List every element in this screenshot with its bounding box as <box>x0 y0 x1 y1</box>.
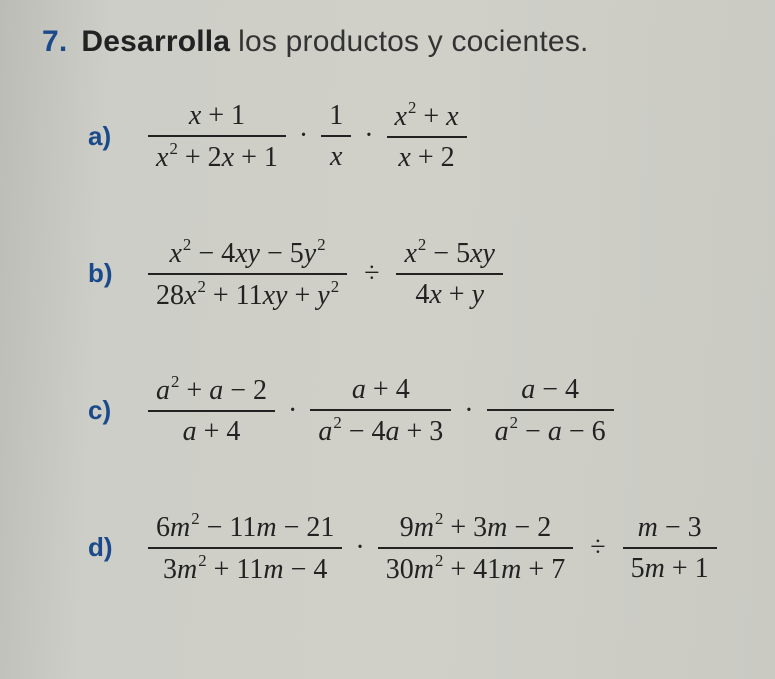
multiply-dot: · <box>286 397 299 425</box>
denominator: a + 4 <box>148 412 275 451</box>
multiply-dot: · <box>297 122 310 150</box>
fraction: x2 − 4xy − 5y2 28x2 + 11xy + y2 <box>148 233 347 315</box>
numerator: 6m2 − 11m − 21 <box>148 507 342 549</box>
division-sign: ÷ <box>358 258 385 290</box>
fraction: 6m2 − 11m − 21 3m2 + 11m − 4 <box>148 507 342 589</box>
item-label-d: d) <box>88 532 128 563</box>
item-label-b: b) <box>88 258 128 289</box>
denominator: x2 + 2x + 1 <box>148 137 286 177</box>
denominator: 4x + y <box>396 275 502 314</box>
denominator: 30m2 + 41m + 7 <box>378 549 573 589</box>
fraction: 9m2 + 3m − 2 30m2 + 41m + 7 <box>378 507 573 589</box>
exercise-page: 7. Desarrolla los productos y cocientes.… <box>0 0 775 679</box>
numerator: 1 <box>321 96 351 137</box>
multiply-dot: · <box>462 397 475 425</box>
fraction: x2 − 5xy 4x + y <box>396 233 502 314</box>
numerator: m − 3 <box>623 508 717 549</box>
fraction: a2 + a − 2 a + 4 <box>148 370 275 451</box>
item-label-c: c) <box>88 395 128 426</box>
item-d-expression: 6m2 − 11m − 21 3m2 + 11m − 4 · 9m2 + 3m … <box>144 507 721 589</box>
item-c-expression: a2 + a − 2 a + 4 · a + 4 a2 − 4a + 3 · a… <box>144 370 618 451</box>
denominator: x + 2 <box>387 138 467 177</box>
numerator: 9m2 + 3m − 2 <box>378 507 573 549</box>
question-heading: 7. Desarrolla los productos y cocientes. <box>42 24 747 60</box>
item-a: a) x + 1 x2 + 2x + 1 · 1 x · x2 + x x + … <box>88 96 747 177</box>
numerator: a − 4 <box>487 370 614 411</box>
denominator: a2 − 4a + 3 <box>310 411 451 451</box>
division-sign: ÷ <box>584 532 611 564</box>
item-b-expression: x2 − 4xy − 5y2 28x2 + 11xy + y2 ÷ x2 − 5… <box>144 233 507 315</box>
item-b: b) x2 − 4xy − 5y2 28x2 + 11xy + y2 ÷ x2 … <box>88 233 747 315</box>
numerator: x2 − 5xy <box>396 233 502 275</box>
numerator: x2 + x <box>387 96 467 138</box>
item-c: c) a2 + a − 2 a + 4 · a + 4 a2 − 4a + 3 … <box>88 370 747 451</box>
fraction: x2 + x x + 2 <box>387 96 467 177</box>
numerator: a2 + a − 2 <box>148 370 275 412</box>
item-label-a: a) <box>88 121 128 152</box>
question-verb: Desarrolla <box>81 24 230 60</box>
fraction: a − 4 a2 − a − 6 <box>487 370 614 451</box>
denominator: 28x2 + 11xy + y2 <box>148 275 347 315</box>
denominator: 5m + 1 <box>623 549 717 588</box>
item-a-expression: x + 1 x2 + 2x + 1 · 1 x · x2 + x x + 2 <box>144 96 471 177</box>
question-rest: los productos y cocientes. <box>238 24 588 60</box>
multiply-dot: · <box>353 534 366 562</box>
denominator: 3m2 + 11m − 4 <box>148 549 342 589</box>
fraction: 1 x <box>321 96 351 176</box>
item-d: d) 6m2 − 11m − 21 3m2 + 11m − 4 · 9m2 + … <box>88 507 747 589</box>
multiply-dot: · <box>362 122 375 150</box>
denominator: a2 − a − 6 <box>487 411 614 451</box>
numerator: a + 4 <box>310 370 451 411</box>
question-number: 7. <box>42 24 67 60</box>
fraction: a + 4 a2 − 4a + 3 <box>310 370 451 451</box>
denominator: x <box>321 137 351 176</box>
fraction: x + 1 x2 + 2x + 1 <box>148 96 286 177</box>
numerator: x2 − 4xy − 5y2 <box>148 233 347 275</box>
fraction: m − 3 5m + 1 <box>623 508 717 588</box>
numerator: x + 1 <box>148 96 286 137</box>
